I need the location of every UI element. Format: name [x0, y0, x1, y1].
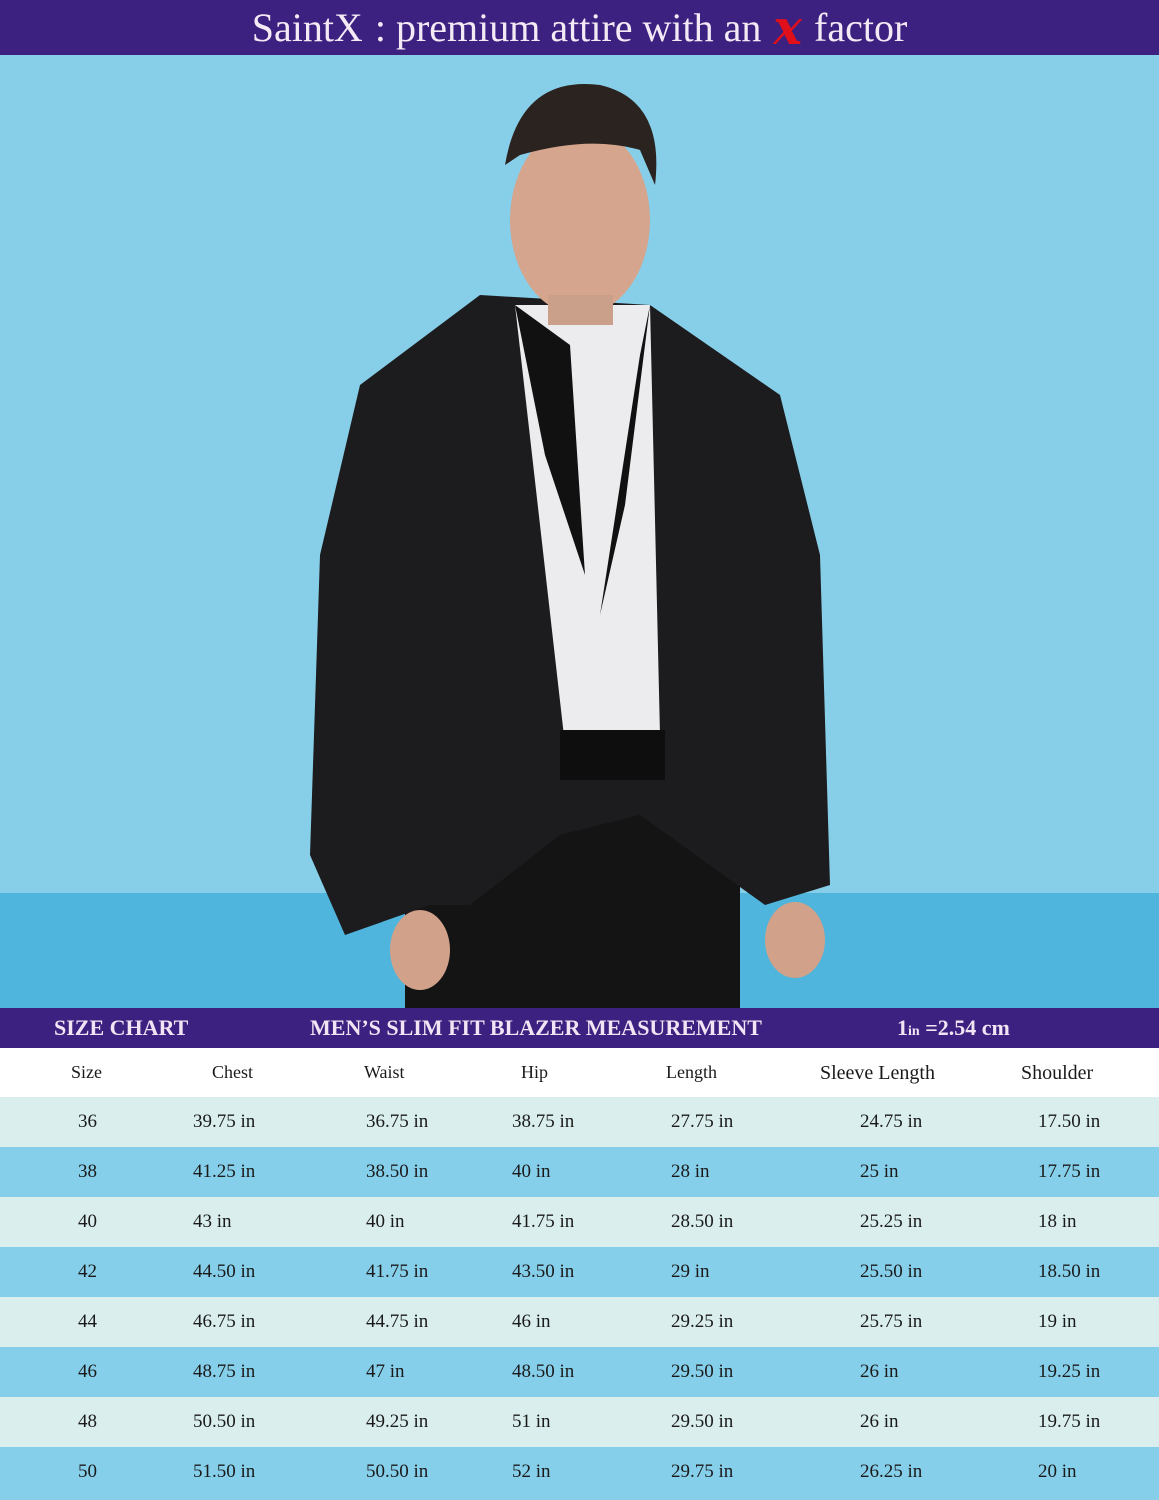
size-chart-label: SIZE CHART [54, 1015, 189, 1040]
table-cell: 48.50 in [512, 1361, 575, 1382]
table-cell: 28.50 in [671, 1211, 734, 1232]
table-cell: 19.75 in [1038, 1411, 1101, 1432]
table-cell: 44 [78, 1311, 97, 1332]
table-row: 50 51.50 in 50.50 in 52 in 29.75 in 26.25 in 2… [0, 1447, 1159, 1497]
brand-banner: SaintX : premium attire with an x factor [0, 0, 1159, 55]
size-table: Size Chest Waist Hip Length Sleeve Lengt… [0, 1048, 1159, 1497]
table-row: 46 48.75 in 47 in 48.50 in 29.50 in 26 in 19.2… [0, 1347, 1159, 1397]
column-header: Waist [364, 1062, 405, 1082]
table-cell: 25.75 in [860, 1311, 923, 1332]
table-cell: 38.50 in [366, 1161, 429, 1182]
size-chart-title-bar: SIZE CHART MEN’S SLIM FIT BLAZER MEASURE… [0, 1008, 1159, 1048]
table-cell: 44.50 in [193, 1261, 256, 1282]
table-cell: 39.75 in [193, 1111, 256, 1132]
table-cell: 17.50 in [1038, 1111, 1101, 1132]
table-cell: 36 [78, 1111, 97, 1132]
chart-title: MEN’S SLIM FIT BLAZER MEASUREMENT [310, 1015, 762, 1040]
table-cell: 36.75 in [366, 1111, 429, 1132]
table-cell: 26 in [860, 1361, 899, 1382]
x-logo-mark: x [773, 0, 803, 56]
table-cell: 29.50 in [671, 1361, 734, 1382]
table-cell: 43.50 in [512, 1261, 575, 1282]
brand-name: SaintX [251, 5, 363, 50]
table-cell: 25.50 in [860, 1261, 923, 1282]
table-cell: 46.75 in [193, 1311, 256, 1332]
column-header: Size [71, 1062, 102, 1082]
right-hand [765, 902, 825, 978]
table-cell: 52 in [512, 1461, 551, 1482]
table-cell: 17.75 in [1038, 1161, 1101, 1182]
left-hand [390, 910, 450, 990]
column-header: Length [666, 1062, 717, 1082]
head [510, 125, 650, 315]
table-cell: 40 [78, 1211, 97, 1232]
table-cell: 46 [78, 1361, 97, 1382]
table-cell: 38.75 in [512, 1111, 575, 1132]
table-cell: 44.75 in [366, 1311, 429, 1332]
tagline: : premium attire with an [374, 5, 762, 50]
table-cell: 38 [78, 1161, 97, 1182]
table-cell: 50 [78, 1461, 97, 1482]
table-cell: 49.25 in [366, 1411, 429, 1432]
table-row: 38 41.25 in 38.50 in 40 in 28 in 25 in 17.75 i… [0, 1147, 1159, 1197]
table-cell: 26 in [860, 1411, 899, 1432]
table-cell: 41.75 in [366, 1261, 429, 1282]
belt [560, 730, 665, 780]
table-row: 36 39.75 in 36.75 in 38.75 in 27.75 in 24.75 … [0, 1097, 1159, 1147]
table-cell: 29.50 in [671, 1411, 734, 1432]
table-cell: 48.75 in [193, 1361, 256, 1382]
column-header: Sleeve Length [820, 1062, 935, 1084]
table-cell: 27.75 in [671, 1111, 734, 1132]
table-cell: 29.25 in [671, 1311, 734, 1332]
table-cell: 50.50 in [366, 1461, 429, 1482]
column-header: Shoulder [1021, 1062, 1094, 1084]
hair [505, 84, 657, 185]
table-cell: 19.25 in [1038, 1361, 1101, 1382]
table-cell: 51.50 in [193, 1461, 256, 1482]
table-cell: 50.50 in [193, 1411, 256, 1432]
table-cell: 42 [78, 1261, 97, 1282]
table-cell: 41.25 in [193, 1161, 256, 1182]
table-cell: 41.75 in [512, 1211, 575, 1232]
table-header: Size Chest Waist Hip Length Sleeve Lengt… [0, 1048, 1159, 1097]
unit-conversion: 1in =2.54 cm [897, 1015, 1010, 1040]
table-cell: 40 in [512, 1161, 551, 1182]
table-row: 42 44.50 in 41.75 in 43.50 in 29 in 25.50 in 1… [0, 1247, 1159, 1297]
column-header: Chest [212, 1062, 254, 1082]
table-cell: 47 in [366, 1361, 405, 1382]
table-cell: 20 in [1038, 1461, 1077, 1482]
table-cell: 25 in [860, 1161, 899, 1182]
table-cell: 24.75 in [860, 1111, 923, 1132]
model-photo [0, 55, 1159, 1008]
table-cell: 28 in [671, 1161, 710, 1182]
tagline-suffix: factor [814, 5, 908, 50]
table-cell: 29.75 in [671, 1461, 734, 1482]
table-cell: 26.25 in [860, 1461, 923, 1482]
model-figure [310, 84, 830, 1008]
table-cell: 18 in [1038, 1211, 1077, 1232]
table-cell: 25.25 in [860, 1211, 923, 1232]
table-row: 48 50.50 in 49.25 in 51 in 29.50 in 26 in 19.7… [0, 1397, 1159, 1447]
table-row: 40 43 in 40 in 41.75 in 28.50 in 25.25 in 18 i… [0, 1197, 1159, 1247]
table-cell: 43 in [193, 1211, 232, 1232]
table-cell: 29 in [671, 1261, 710, 1282]
table-cell: 46 in [512, 1311, 551, 1332]
table-cell: 51 in [512, 1411, 551, 1432]
lapels [515, 305, 650, 615]
table-row: 44 46.75 in 44.75 in 46 in 29.25 in 25.75 in 1… [0, 1297, 1159, 1347]
table-cell: 19 in [1038, 1311, 1077, 1332]
table-cell: 18.50 in [1038, 1261, 1101, 1282]
table-cell: 48 [78, 1411, 97, 1432]
column-header: Hip [521, 1062, 548, 1082]
table-cell: 40 in [366, 1211, 405, 1232]
